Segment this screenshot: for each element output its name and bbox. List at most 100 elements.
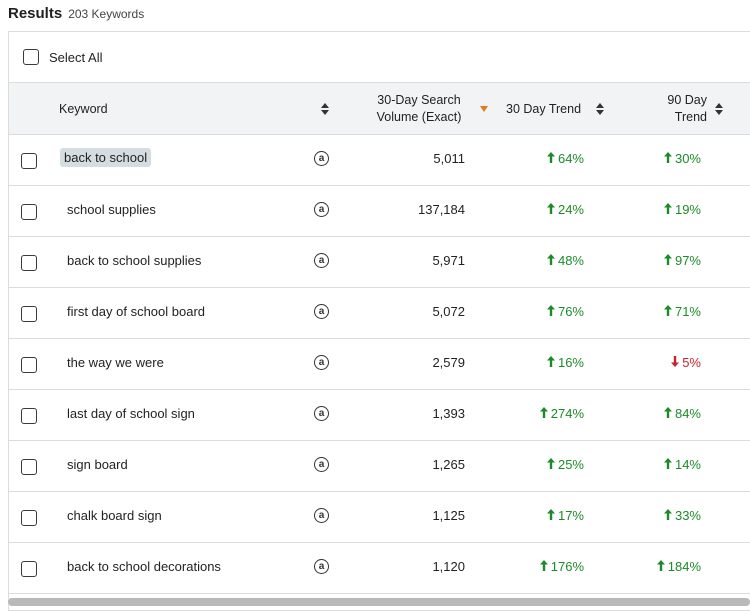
row-checkbox[interactable]: [21, 255, 37, 271]
row-checkbox[interactable]: [21, 204, 37, 220]
table-row[interactable]: sign board a 1,265 25% 14%: [9, 441, 750, 492]
trend-up-arrow-icon: [663, 253, 675, 268]
column-header-90-day-trend[interactable]: 90 Day Trend: [649, 83, 707, 135]
trend-up-arrow-icon: [546, 457, 558, 472]
search-volume-value: 137,184: [418, 202, 465, 217]
amazon-icon[interactable]: a: [314, 304, 329, 319]
keyword-text[interactable]: back to school supplies: [67, 253, 202, 268]
table-row[interactable]: first day of school board a 5,072 76% 71%: [9, 288, 750, 339]
sort-icon[interactable]: [596, 103, 604, 115]
row-checkbox[interactable]: [21, 561, 37, 577]
trend-90-value: 184%: [667, 559, 701, 574]
trend-90-day: 19%: [629, 202, 701, 217]
row-checkbox[interactable]: [21, 357, 37, 373]
sort-desc-active-icon[interactable]: [480, 105, 488, 117]
search-volume-value: 1,125: [432, 508, 465, 523]
trend-30-value: 16%: [557, 355, 584, 370]
amazon-icon[interactable]: a: [314, 253, 329, 268]
row-divider: [9, 185, 337, 186]
trend-30-day: 16%: [514, 355, 584, 370]
keyword-text[interactable]: back to school: [60, 148, 152, 167]
row-divider: [9, 440, 337, 441]
row-divider: [337, 491, 750, 492]
table-row[interactable]: chalk board sign a 1,125 17% 33%: [9, 492, 750, 543]
column-trend30-label: 30 Day Trend: [506, 102, 582, 116]
scrollbar-thumb[interactable]: [8, 598, 750, 606]
amazon-icon[interactable]: a: [314, 559, 329, 574]
column-header-30-day-trend[interactable]: 30 Day Trend: [506, 83, 581, 135]
search-volume-value: 5,971: [432, 253, 465, 268]
trend-30-value: 64%: [557, 151, 584, 166]
select-all-checkbox[interactable]: [23, 49, 39, 65]
table-row[interactable]: back to school a 5,011 64% 30%: [9, 135, 750, 186]
search-volume-value: 5,072: [432, 304, 465, 319]
trend-up-arrow-icon: [546, 202, 558, 217]
column-keyword-label: Keyword: [59, 102, 108, 116]
results-title: Results: [8, 5, 63, 22]
trend-90-day: 184%: [629, 559, 701, 574]
column-volume-label-line1: 30-Day Search: [377, 93, 461, 107]
row-checkbox[interactable]: [21, 408, 37, 424]
row-checkbox[interactable]: [21, 510, 37, 526]
keyword-text[interactable]: chalk board sign: [67, 508, 162, 523]
row-divider: [337, 440, 750, 441]
table-row[interactable]: the way we were a 2,579 16% 5%: [9, 339, 750, 390]
select-all-bar: Select All: [9, 32, 750, 83]
table-row[interactable]: school supplies a 137,184 24% 19%: [9, 186, 750, 237]
keyword-text[interactable]: first day of school board: [67, 304, 206, 319]
search-volume-value: 2,579: [432, 355, 465, 370]
trend-up-arrow-icon: [546, 253, 558, 268]
row-divider: [337, 542, 750, 543]
trend-90-day: 97%: [629, 253, 701, 268]
table-row[interactable]: last day of school sign a 1,393 274% 84%: [9, 390, 750, 441]
column-header-search-volume[interactable]: 30-Day Search Volume (Exact): [369, 83, 469, 135]
trend-90-value: 71%: [674, 304, 701, 319]
amazon-icon[interactable]: a: [314, 457, 329, 472]
sort-icon[interactable]: [321, 103, 329, 115]
table-row[interactable]: back to school decorations a 1,120 176% 184%: [9, 543, 750, 594]
trend-30-day: 274%: [514, 406, 584, 421]
trend-up-arrow-icon: [663, 151, 675, 166]
row-divider: [337, 338, 750, 339]
row-checkbox[interactable]: [21, 153, 37, 169]
trend-90-day: 71%: [629, 304, 701, 319]
trend-30-value: 48%: [557, 253, 584, 268]
row-divider: [9, 389, 337, 390]
column-trend90-label-line1: 90 Day: [667, 93, 707, 107]
trend-30-value: 76%: [557, 304, 584, 319]
table-row[interactable]: back to school supplies a 5,971 48% 97%: [9, 237, 750, 288]
search-volume-value: 1,393: [432, 406, 465, 421]
select-all-label: Select All: [49, 49, 103, 65]
keyword-text[interactable]: school supplies: [67, 202, 156, 217]
trend-up-arrow-icon: [663, 406, 675, 421]
trend-30-value: 17%: [557, 508, 584, 523]
trend-up-arrow-icon: [663, 304, 675, 319]
row-checkbox[interactable]: [21, 459, 37, 475]
trend-90-day: 5%: [629, 355, 701, 370]
amazon-icon[interactable]: a: [314, 406, 329, 421]
keyword-text[interactable]: last day of school sign: [67, 406, 195, 421]
trend-up-arrow-icon: [663, 508, 675, 523]
trend-30-value: 176%: [550, 559, 584, 574]
amazon-icon[interactable]: a: [314, 508, 329, 523]
keyword-text[interactable]: the way we were: [67, 355, 164, 370]
trend-30-day: 24%: [514, 202, 584, 217]
column-header-keyword[interactable]: Keyword: [59, 83, 108, 135]
trend-up-arrow-icon: [546, 151, 558, 166]
trend-up-arrow-icon: [546, 304, 558, 319]
trend-30-value: 24%: [557, 202, 584, 217]
amazon-icon[interactable]: a: [314, 355, 329, 370]
trend-90-value: 30%: [674, 151, 701, 166]
amazon-icon[interactable]: a: [314, 202, 329, 217]
keyword-text[interactable]: back to school decorations: [67, 559, 221, 574]
trend-90-day: 84%: [629, 406, 701, 421]
sort-icon[interactable]: [715, 103, 723, 115]
horizontal-scrollbar[interactable]: [8, 598, 750, 606]
search-volume-value: 1,265: [432, 457, 465, 472]
trend-up-arrow-icon: [546, 355, 558, 370]
trend-30-day: 48%: [514, 253, 584, 268]
amazon-icon[interactable]: a: [314, 151, 329, 166]
trend-30-day: 176%: [514, 559, 584, 574]
row-checkbox[interactable]: [21, 306, 37, 322]
keyword-text[interactable]: sign board: [67, 457, 128, 472]
